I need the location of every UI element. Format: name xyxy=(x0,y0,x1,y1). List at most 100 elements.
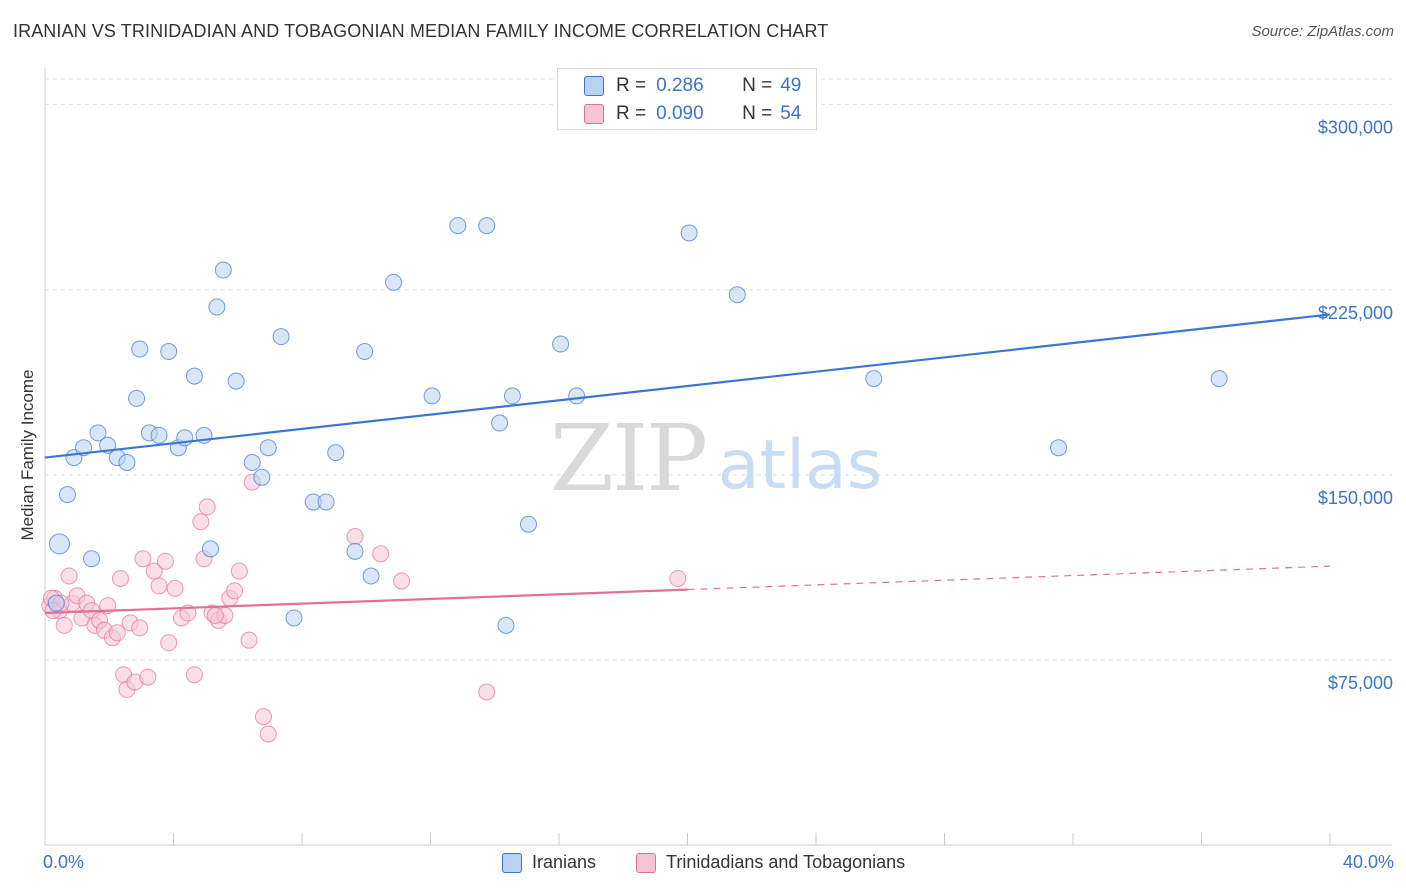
legend-swatch-iranians xyxy=(502,852,522,873)
data-point xyxy=(75,439,93,457)
data-point xyxy=(497,616,515,634)
x-tick-label-min: 0.0% xyxy=(43,852,85,872)
legend-item-trinidadians[interactable]: Trinidadians and Tobagonians xyxy=(636,852,905,873)
data-point xyxy=(519,515,537,533)
data-point xyxy=(139,668,157,686)
data-point xyxy=(423,387,441,405)
stats-row-trinidadians: R = 0.090 N = 54 xyxy=(584,103,801,125)
data-point xyxy=(131,619,149,637)
legend-swatch-trinidadians xyxy=(636,852,656,873)
data-point xyxy=(568,387,586,405)
data-point xyxy=(356,342,374,360)
data-point xyxy=(156,552,174,570)
data-point xyxy=(346,542,364,560)
data-point xyxy=(111,569,129,587)
y-tick-label: $150,000 xyxy=(1318,488,1393,508)
data-point xyxy=(669,569,687,587)
series-iranians-points xyxy=(47,217,1228,634)
data-point xyxy=(1210,370,1228,388)
data-point xyxy=(728,286,746,304)
data-point xyxy=(449,217,467,235)
data-point xyxy=(185,666,203,684)
data-point xyxy=(240,631,258,649)
data-point xyxy=(89,424,107,442)
watermark-atlas: atlas xyxy=(718,426,882,505)
data-point xyxy=(134,550,152,568)
iranians-swatch xyxy=(584,76,604,96)
data-point xyxy=(198,498,216,516)
data-point xyxy=(372,545,390,563)
data-point xyxy=(385,273,403,291)
data-point xyxy=(285,609,303,627)
data-point xyxy=(393,572,411,590)
trend-lines xyxy=(44,313,1331,615)
data-point xyxy=(259,725,277,743)
n-value: 54 xyxy=(780,103,802,124)
data-point xyxy=(150,426,168,444)
data-point xyxy=(253,468,271,486)
watermark: ZIP atlas xyxy=(550,405,882,512)
data-point xyxy=(166,579,184,597)
data-point xyxy=(346,528,364,546)
data-point xyxy=(491,414,509,432)
legend-item-iranians[interactable]: Iranians xyxy=(502,852,596,873)
r-label: R = xyxy=(616,75,647,96)
chart-title: IRANIAN VS TRINIDADIAN AND TOBAGONIAN ME… xyxy=(13,21,829,41)
data-point xyxy=(150,577,168,595)
data-point xyxy=(206,607,224,624)
n-value: 49 xyxy=(780,75,802,96)
data-point xyxy=(185,367,203,385)
data-point xyxy=(552,335,570,353)
data-point xyxy=(48,533,70,555)
y-tick-label: $300,000 xyxy=(1318,118,1393,138)
data-point xyxy=(272,328,290,346)
data-point xyxy=(192,513,210,531)
trend-line xyxy=(44,313,1331,459)
chart-source: Source: ZipAtlas.com xyxy=(1251,23,1394,40)
data-point xyxy=(58,486,76,504)
n-label: N = xyxy=(742,103,773,124)
n-label: N = xyxy=(742,75,773,96)
watermark-zip: ZIP xyxy=(550,405,706,512)
data-point xyxy=(230,562,248,580)
series-trinidadians-points xyxy=(41,473,687,743)
data-point xyxy=(259,439,277,457)
data-point xyxy=(160,634,178,652)
x-tick-label-max: 40.0% xyxy=(1342,852,1394,872)
data-point xyxy=(128,389,146,407)
data-point xyxy=(60,567,78,585)
trinidadians-swatch xyxy=(584,104,604,124)
y-tick-labels: $75,000 $150,000 $225,000 $300,000 xyxy=(1318,118,1393,693)
data-point xyxy=(865,370,883,388)
data-point xyxy=(478,683,496,701)
data-point xyxy=(226,582,244,600)
y-tick-label: $225,000 xyxy=(1318,303,1393,323)
data-point xyxy=(227,372,245,390)
data-point xyxy=(208,298,226,316)
data-point xyxy=(243,454,261,471)
data-point xyxy=(214,261,232,279)
r-value: 0.090 xyxy=(656,103,704,124)
data-point xyxy=(478,217,496,235)
data-point xyxy=(131,340,149,358)
data-point xyxy=(1050,439,1068,457)
data-point xyxy=(362,567,380,585)
legend-label-iranians: Iranians xyxy=(532,852,597,872)
data-point xyxy=(160,342,178,360)
data-point xyxy=(118,454,136,471)
data-point xyxy=(108,624,126,642)
trend-line-extrapolated xyxy=(687,565,1331,591)
stats-legend-box: R = 0.286 N = 49 R = 0.090 N = 54 xyxy=(557,68,817,130)
data-point xyxy=(327,444,345,462)
data-point xyxy=(503,387,521,405)
data-point xyxy=(254,708,272,726)
r-value: 0.286 xyxy=(656,75,704,96)
data-point xyxy=(201,540,219,558)
legend-label-trinidadians: Trinidadians and Tobagonians xyxy=(666,852,906,872)
trend-line xyxy=(44,588,688,615)
data-point xyxy=(83,550,101,568)
data-point xyxy=(47,594,65,612)
data-point xyxy=(55,616,73,634)
r-label: R = xyxy=(616,103,647,124)
